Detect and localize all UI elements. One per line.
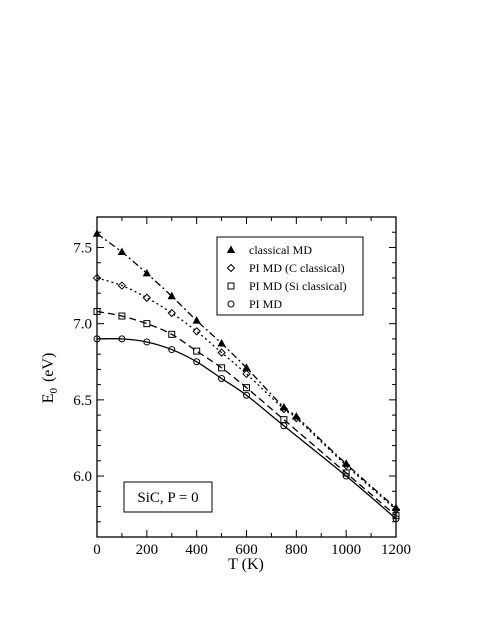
data-point-square xyxy=(143,320,151,328)
annotation-text: SiC, P = 0 xyxy=(137,490,198,506)
data-point-diamond xyxy=(279,404,289,414)
data-point-circle xyxy=(168,346,176,354)
data-point-circle xyxy=(193,358,201,366)
data-point-triangle xyxy=(217,338,226,347)
data-point-circle xyxy=(243,391,250,399)
x-axis-label: T (K) xyxy=(228,556,264,573)
y-tick-label: 6.0 xyxy=(73,469,92,485)
legend-label-pimd-c-classical: PI MD (C classical) xyxy=(249,261,345,275)
data-point-square xyxy=(168,330,176,338)
ticks-layer xyxy=(96,216,397,538)
series-3 xyxy=(93,335,400,523)
y-axis-label-unit: (eV) xyxy=(40,353,57,382)
data-point-diamond xyxy=(142,293,152,302)
data-point-diamond xyxy=(341,461,351,470)
series-1 xyxy=(92,273,401,514)
data-point-circle xyxy=(143,338,151,346)
data-point-diamond xyxy=(92,273,102,283)
data-point-square xyxy=(118,312,126,320)
data-point-diamond xyxy=(217,348,226,357)
data-point-diamond xyxy=(167,308,176,318)
legend-box xyxy=(216,236,364,316)
annotation-box xyxy=(123,481,213,513)
legend-marker-triangle xyxy=(226,245,236,253)
y-axis-label-main: E xyxy=(40,394,57,404)
x-tick-label: 600 xyxy=(235,542,258,558)
data-point-diamond xyxy=(242,369,251,379)
y-tick-label: 7.5 xyxy=(73,240,92,256)
x-tick-label: 200 xyxy=(136,542,159,558)
legend: classical MD PI MD (C classical) PI MD (… xyxy=(216,236,364,316)
y-tick-label: 7.0 xyxy=(73,317,92,333)
y-tick-label: 6.5 xyxy=(73,393,92,409)
y-axis-label-subscript: 0 xyxy=(48,388,60,394)
series-0 xyxy=(92,229,401,512)
data-point-circle xyxy=(280,422,288,430)
data-point-square xyxy=(243,384,250,392)
y-axis-label: E0 (eV) xyxy=(40,353,60,404)
series-layer xyxy=(92,229,401,523)
annotation: SiC, P = 0 xyxy=(123,481,213,513)
legend-markers xyxy=(226,245,236,308)
data-point-triangle xyxy=(92,229,102,237)
series-line xyxy=(96,338,397,520)
data-point-diamond xyxy=(292,413,301,423)
data-point-square xyxy=(193,347,201,355)
data-point-square xyxy=(218,364,226,372)
x-tick-label: 1200 xyxy=(381,542,411,558)
plot-area xyxy=(92,216,401,538)
data-point-triangle xyxy=(167,291,176,300)
x-tick-label: 800 xyxy=(285,542,308,558)
legend-marker-square xyxy=(227,282,235,290)
x-tick-label: 400 xyxy=(185,542,208,558)
legend-label-classical-md: classical MD xyxy=(249,243,312,257)
data-point-triangle xyxy=(192,316,201,324)
data-point-circle xyxy=(218,375,226,383)
data-point-circle xyxy=(342,472,350,480)
legend-label-pimd: PI MD xyxy=(249,297,282,311)
legend-label-pimd-si-classical: PI MD (Si classical) xyxy=(249,279,347,293)
data-point-triangle xyxy=(142,268,151,277)
svg-text:E0(eV): E0 (eV) xyxy=(40,353,60,404)
data-point-triangle xyxy=(117,247,127,256)
x-tick-label: 0 xyxy=(93,542,101,558)
series-line xyxy=(96,277,397,511)
data-point-diamond xyxy=(117,281,127,290)
legend-marker-circle xyxy=(227,300,235,308)
legend-marker-diamond xyxy=(226,263,236,273)
data-point-diamond xyxy=(192,327,201,336)
series-line xyxy=(96,310,397,517)
data-point-circle xyxy=(118,335,126,343)
x-tick-label: 1000 xyxy=(331,542,361,558)
